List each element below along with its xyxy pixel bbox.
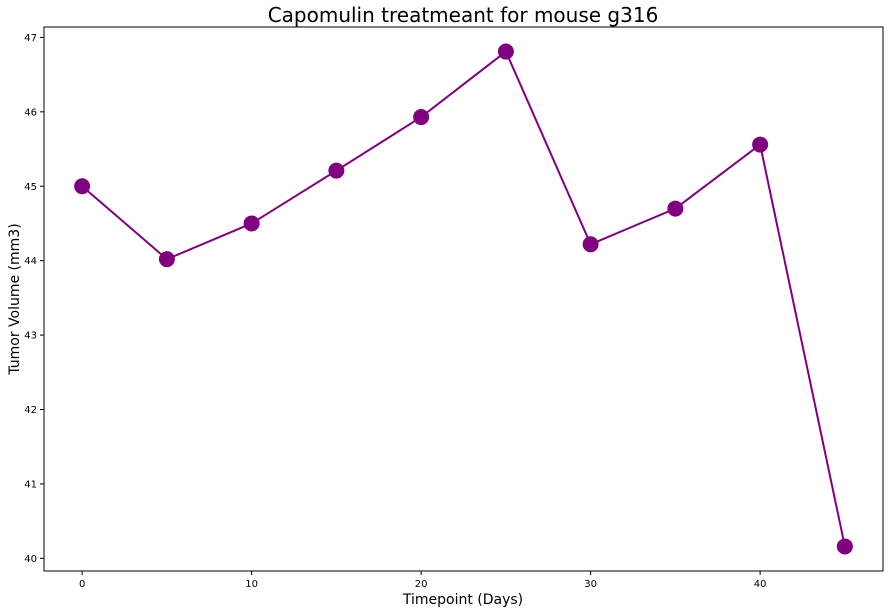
data-point — [582, 236, 599, 253]
y-tick-label: 40 — [24, 554, 37, 565]
x-axis-label: Timepoint (Days) — [402, 592, 523, 608]
axis-ticks: 0 10 20 30 40 40 41 42 43 44 45 46 47 — [24, 33, 766, 590]
y-tick-label: 42 — [24, 405, 37, 416]
y-axis-label: Tumor Volume (mm3) — [7, 223, 23, 375]
plot-frame — [43, 26, 884, 572]
data-point — [752, 136, 769, 153]
data-point — [836, 538, 853, 555]
data-point — [243, 215, 260, 232]
x-tick-label: 20 — [415, 579, 428, 590]
x-tick-label: 40 — [754, 579, 767, 590]
x-tick-label: 0 — [79, 579, 85, 590]
y-tick-label: 46 — [24, 107, 37, 118]
data-point — [158, 251, 175, 268]
x-tick-label: 10 — [245, 579, 258, 590]
data-point — [413, 109, 430, 126]
y-tick-label: 47 — [24, 33, 37, 44]
data-point — [497, 43, 514, 60]
series-line — [81, 50, 846, 547]
data-point — [328, 162, 345, 179]
x-tick-label: 30 — [584, 579, 597, 590]
y-tick-label: 41 — [24, 479, 37, 490]
chart-title: Capomulin treatmeant for mouse g316 — [268, 3, 659, 27]
series-layer — [74, 43, 853, 555]
y-tick-label: 45 — [24, 182, 37, 193]
data-point — [74, 178, 91, 195]
y-tick-label: 43 — [24, 331, 37, 342]
data-point — [667, 200, 684, 217]
y-tick-label: 44 — [24, 256, 37, 267]
